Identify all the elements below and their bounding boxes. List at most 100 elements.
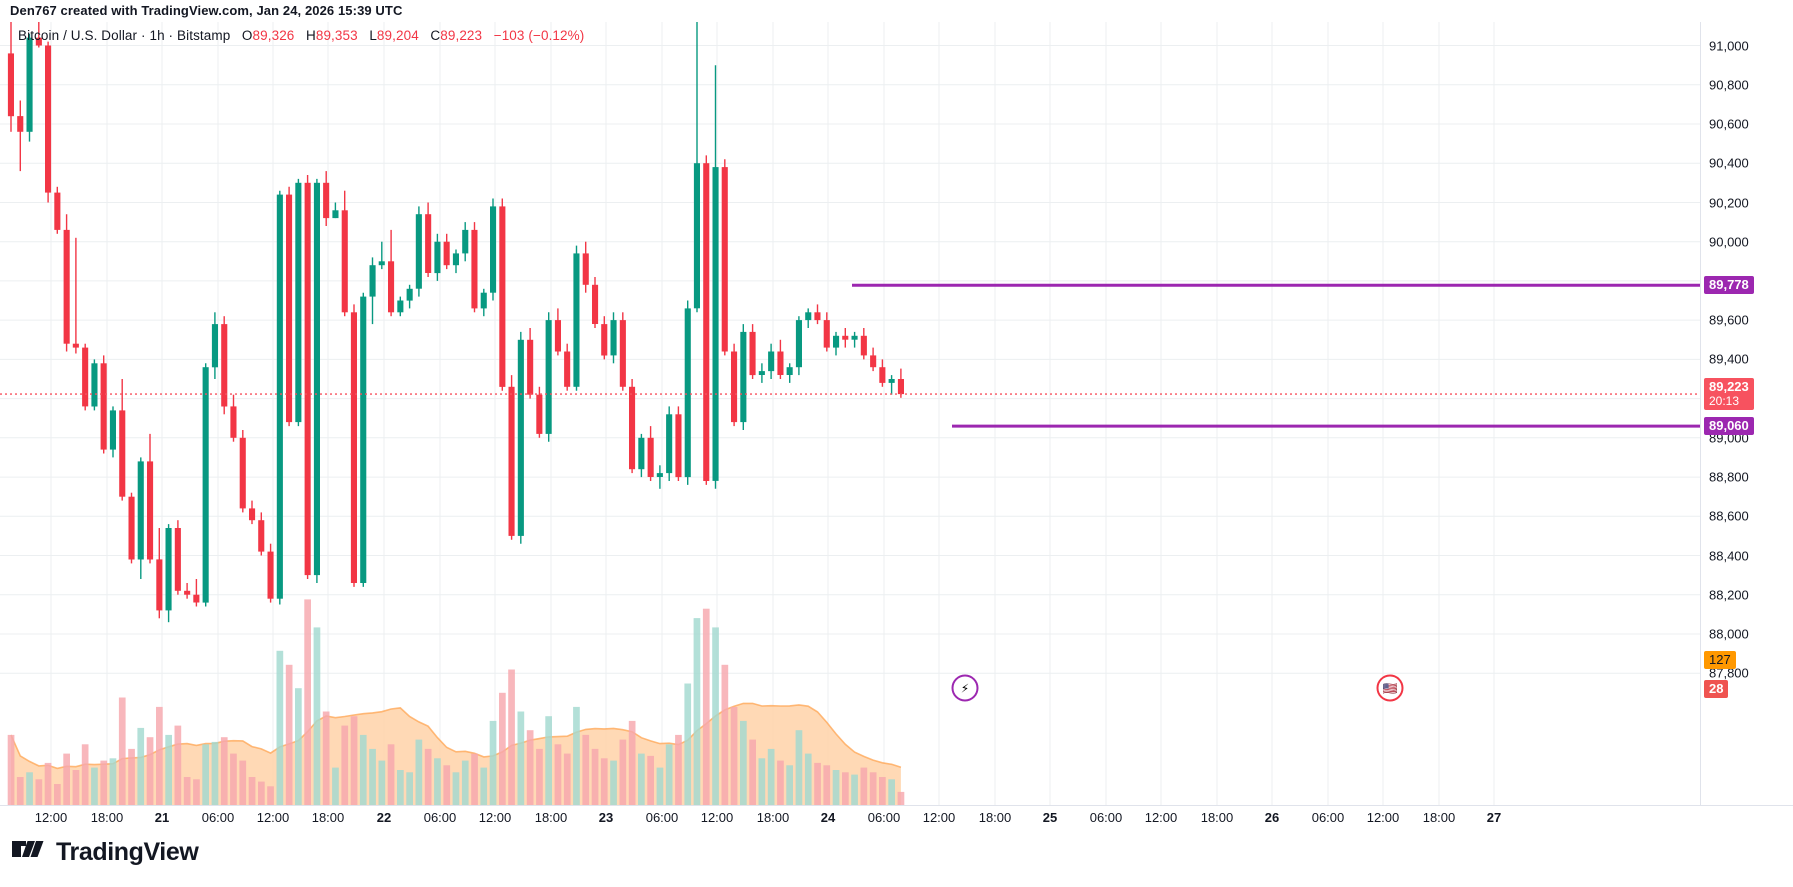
time-tick-label: 18:00 [534,810,568,825]
candle-body [267,551,274,599]
candle-body [313,182,320,576]
candle-body [165,528,172,611]
volume-bar [582,734,590,805]
time-tick-label: 22 [376,810,392,825]
time-tick-label: 18:00 [756,810,790,825]
time-tick-label: 06:00 [1311,810,1345,825]
time-tick-label: 18:00 [90,810,124,825]
chart-legend: Bitcoin / U.S. Dollar · 1h · Bitstamp O8… [18,28,584,43]
volume-bar [749,739,756,805]
chart-canvas[interactable] [0,22,1700,805]
tradingview-logo[interactable]: TradingView [12,840,199,865]
candle-body [425,214,432,273]
footer-bar: TradingView [0,831,1793,887]
volume-bar [183,777,191,805]
support-line-tag-value: 89,060 [1709,418,1749,434]
price-tick-label: 89,400 [1709,351,1749,367]
candle-body [805,312,812,321]
candle-body [573,253,580,387]
time-tick-label: 06:00 [867,810,901,825]
watermark-text: Den767 created with TradingView.com, Jan… [10,3,403,18]
candle-body [295,182,302,423]
volume-bars [7,599,905,805]
volume-bar [814,762,821,805]
candle-body [211,324,218,368]
candle-body [545,320,552,434]
price-axis[interactable]: 91,00090,80090,60090,40090,20090,00089,8… [1700,22,1793,805]
volume-bar [91,767,98,805]
candle-body [128,496,135,560]
candle-body [249,508,256,521]
candle-body [276,194,283,599]
price-tick-label: 90,800 [1709,77,1749,93]
candle-body [592,284,599,324]
candle-body [471,229,478,309]
resistance-line-tag[interactable]: 89,778 [1704,276,1754,295]
volume-bar [619,739,627,805]
sparkline-event-icon[interactable]: ⚡ [951,674,979,702]
volume-bar [461,760,469,805]
candle-body [629,386,636,470]
volume-bar [860,767,868,805]
volume-bar [258,781,265,805]
candle-body [731,351,738,423]
volume-bar [832,770,840,805]
volume-bar [684,683,692,805]
time-tick-label: 12:00 [34,810,68,825]
support-line-tag[interactable]: 89,060 [1704,417,1754,436]
price-tick-label: 90,000 [1709,234,1749,250]
volume-bar [350,716,358,805]
volume-bar [118,697,126,805]
time-axis[interactable]: 12:00 18:00 21 06:00 12:00 18:00 22 06:00 12:00 1… [0,805,1793,832]
time-tick-label: 27 [1486,810,1502,825]
time-tick-label: 06:00 [423,810,457,825]
volume-bar [220,737,228,805]
volume-bar [16,777,24,805]
volume-bar [44,762,52,805]
volume-last-tag[interactable]: 28 [1704,680,1729,698]
candle-body [7,53,14,117]
candle-body [415,214,422,289]
candle-body [221,324,228,407]
chart-plot-area[interactable] [0,22,1700,805]
volume-bar [109,758,117,805]
candle-body [63,229,70,344]
time-tick-label: 24 [820,810,836,825]
volume-bar [146,737,154,805]
candle-body [452,253,459,266]
candle-body [72,343,79,348]
last-price-tag[interactable]: 89,223 20:13 [1704,378,1754,411]
candle-body [350,312,357,583]
candle-body [100,363,107,450]
volume-bar [675,734,682,805]
candle-body [851,335,858,340]
candle-body [369,265,376,297]
legend-separator-1: · [141,28,146,43]
candle-body [554,320,561,352]
candle-body [814,312,821,321]
candle-body [749,331,756,376]
candle-body [184,590,191,595]
candle-body [17,116,24,132]
candle-body [360,296,367,583]
volume-bar [359,734,367,805]
volume-bar [137,727,145,805]
legend-symbol[interactable]: Bitcoin / U.S. Dollar [18,28,138,43]
volume-bar [730,706,738,805]
us-economic-event-icon[interactable]: 🇺🇸 [1376,674,1404,702]
candle-body [666,414,673,474]
legend-high-key: H [305,28,316,43]
time-tick-label: 12:00 [478,810,512,825]
price-tick-label: 88,400 [1709,548,1749,563]
legend-open-key: O [241,28,253,43]
tradingview-mark-icon [12,841,44,857]
candle-body [860,335,867,356]
volume-ma-tag[interactable]: 127 [1704,651,1736,669]
volume-bar [499,692,506,805]
legend-interval[interactable]: 1h [149,28,165,43]
vertical-gridlines [50,22,1495,805]
candle-body [332,210,339,219]
volume-bar [211,741,219,805]
candle-body [480,292,487,309]
candle-body [647,437,654,477]
